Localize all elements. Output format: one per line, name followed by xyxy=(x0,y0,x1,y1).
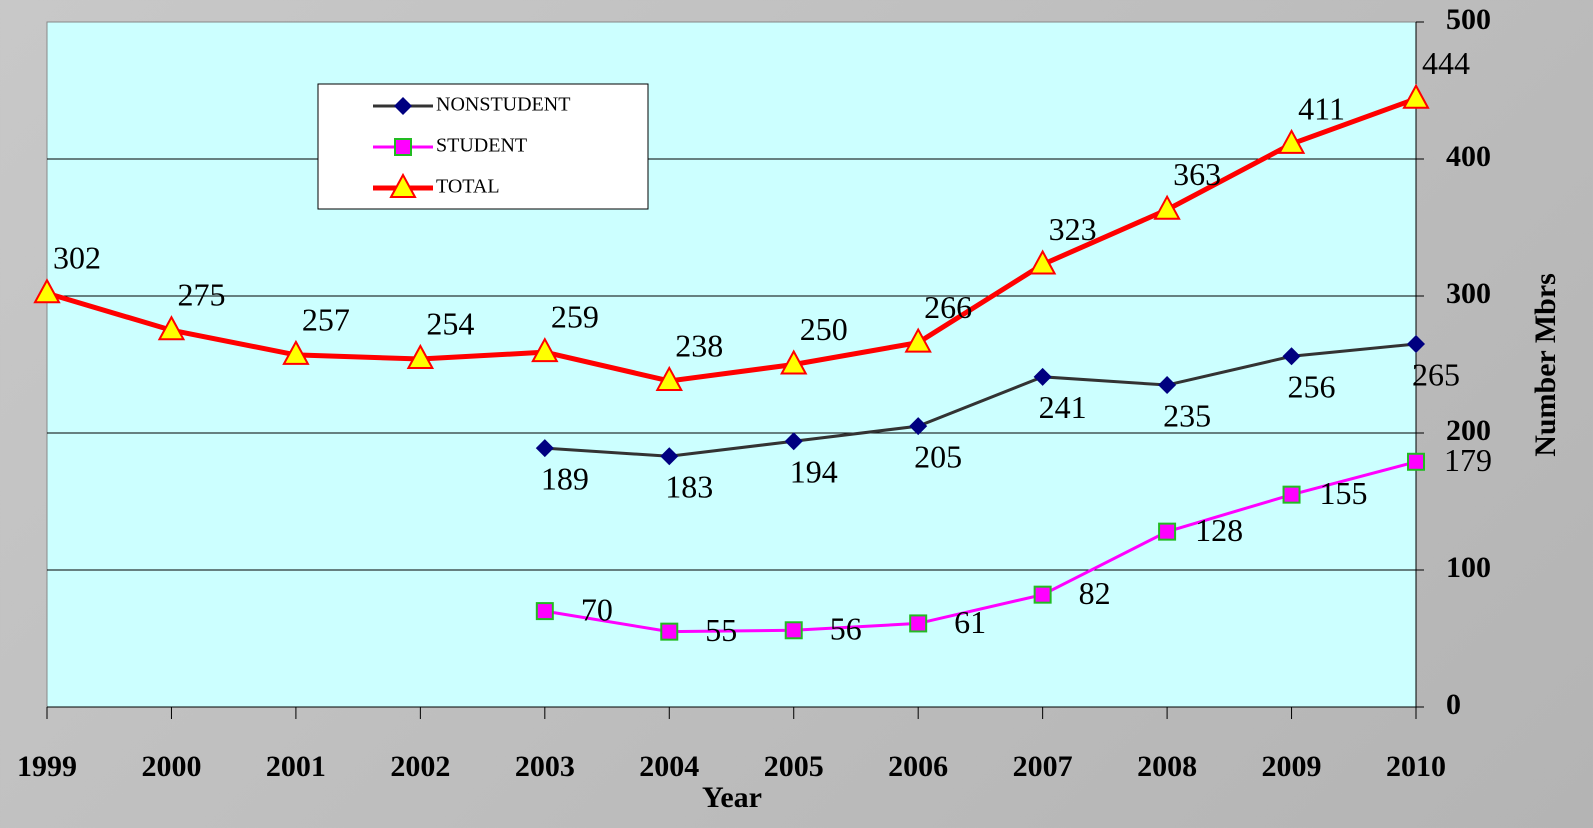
data-label: 265 xyxy=(1412,356,1460,392)
x-axis-label: Year xyxy=(702,781,762,814)
data-label: 56 xyxy=(830,611,862,647)
y-tick-label: 200 xyxy=(1446,414,1491,447)
x-tick-label: 2005 xyxy=(764,750,824,783)
data-label: 235 xyxy=(1163,397,1211,433)
marker xyxy=(780,349,808,375)
x-tick-label: 2010 xyxy=(1386,750,1446,783)
marker xyxy=(1407,452,1425,471)
series-line xyxy=(544,460,1417,634)
marker xyxy=(157,315,186,341)
data-label: 254 xyxy=(426,305,474,341)
data-label: 183 xyxy=(665,469,713,505)
data-label: 179 xyxy=(1444,442,1492,478)
marker xyxy=(655,365,683,391)
x-tick-label: 2008 xyxy=(1137,750,1197,783)
marker xyxy=(1407,334,1425,353)
data-label: 155 xyxy=(1320,475,1368,511)
marker xyxy=(531,337,559,363)
legend-label: NONSTUDENT xyxy=(436,94,570,116)
x-tick-label: 2006 xyxy=(888,750,948,783)
marker xyxy=(535,439,554,458)
marker xyxy=(394,138,412,156)
data-label: 194 xyxy=(790,454,838,490)
data-label: 256 xyxy=(1288,369,1336,405)
x-tick-label: 2003 xyxy=(515,750,575,783)
plot-area xyxy=(46,21,1417,708)
marker xyxy=(406,343,435,370)
marker xyxy=(784,432,803,451)
data-label: 82 xyxy=(1079,575,1111,611)
data-label: 323 xyxy=(1049,211,1097,247)
marker xyxy=(1028,249,1057,275)
marker xyxy=(1282,485,1301,504)
y-tick-label: 0 xyxy=(1446,688,1461,721)
marker xyxy=(1277,128,1306,154)
x-tick-label: 2007 xyxy=(1013,750,1073,783)
marker xyxy=(1402,83,1430,109)
data-label: 259 xyxy=(551,299,599,335)
x-tick-label: 1999 xyxy=(17,750,77,783)
x-tick-label: 2000 xyxy=(141,750,201,783)
marker xyxy=(394,97,412,115)
marker xyxy=(1158,376,1177,395)
marker xyxy=(1282,347,1301,366)
data-label: 61 xyxy=(954,604,986,640)
marker xyxy=(1033,367,1052,386)
marker xyxy=(1153,194,1181,220)
x-tick-label: 2002 xyxy=(390,750,450,783)
marker xyxy=(909,614,928,633)
y-tick-label: 400 xyxy=(1446,140,1491,173)
data-label: 363 xyxy=(1173,156,1221,192)
y-tick-label: 100 xyxy=(1446,551,1491,584)
data-label: 444 xyxy=(1422,45,1470,81)
data-label: 411 xyxy=(1298,90,1345,126)
data-label: 257 xyxy=(302,301,350,337)
x-tick-label: 2001 xyxy=(266,750,326,783)
marker xyxy=(1033,585,1052,604)
marker xyxy=(660,622,679,641)
y-axis-label: Number Mbrs xyxy=(1529,273,1562,457)
data-label: 266 xyxy=(924,289,972,325)
x-tick-label: 2004 xyxy=(639,750,699,783)
data-label: 128 xyxy=(1195,512,1243,548)
series-line xyxy=(544,342,1417,458)
data-label: 189 xyxy=(541,460,589,496)
data-label: 205 xyxy=(914,438,962,474)
series-line xyxy=(46,96,1417,384)
data-label: 55 xyxy=(705,612,737,648)
marker xyxy=(535,602,554,621)
marker xyxy=(660,447,679,466)
data-label: 241 xyxy=(1039,389,1087,425)
data-label: 302 xyxy=(53,240,101,276)
marker xyxy=(33,278,61,304)
y-tick-label: 300 xyxy=(1446,277,1491,310)
y-tick-label: 500 xyxy=(1446,3,1491,36)
marker xyxy=(282,339,310,365)
x-tick-label: 2009 xyxy=(1262,750,1322,783)
marker xyxy=(909,417,928,436)
marker xyxy=(1158,522,1177,541)
data-label: 70 xyxy=(581,591,613,627)
data-label: 238 xyxy=(675,327,723,363)
legend-label: STUDENT xyxy=(436,135,527,157)
marker xyxy=(904,327,932,353)
data-label: 250 xyxy=(800,311,848,347)
marker xyxy=(784,621,803,640)
marker xyxy=(389,172,417,198)
data-label: 275 xyxy=(177,277,225,313)
legend-label: TOTAL xyxy=(436,176,500,198)
